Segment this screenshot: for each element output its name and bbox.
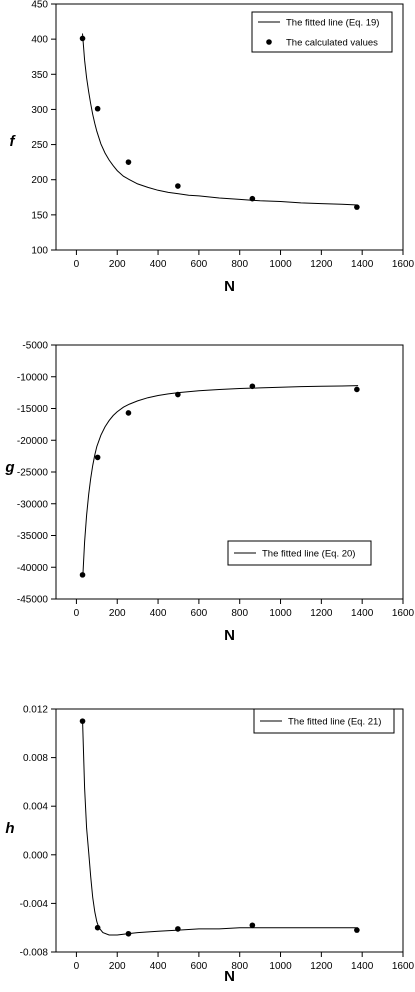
chart-1-x-tick-label: 600: [191, 259, 208, 270]
chart-2-x-tick-label: 1000: [269, 608, 292, 619]
chart-3-legend: The fitted line (Eq. 21): [253, 708, 395, 734]
chart-1-x-tick-label: 1400: [351, 259, 374, 270]
chart-1-x-tick-label: 800: [231, 259, 248, 270]
chart-2-y-tick-label: -35000: [17, 531, 49, 542]
chart-3-y-axis-label: h: [5, 820, 14, 837]
chart-1-fitted-line: [82, 33, 359, 206]
chart-1-data-point: [249, 195, 256, 202]
chart-1-data-point: [354, 204, 360, 210]
chart-2-x-tick-label: 1400: [351, 608, 374, 619]
chart-3-data-point: [249, 922, 256, 929]
chart-3-x-axis-label: N: [224, 968, 235, 985]
chart-1-x-tick-label: 1200: [310, 259, 333, 270]
chart-3-x-tick-label: 0: [74, 961, 80, 972]
chart-2-y-tick-label: -20000: [17, 436, 49, 447]
chart-3-x-tick-label: 800: [231, 961, 248, 972]
chart-1-legend-box: [251, 11, 393, 53]
chart-1-x-tick-label: 400: [150, 259, 167, 270]
chart-3-y-tick-label: -0.004: [20, 899, 49, 910]
chart-2-x-tick-label: 0: [74, 608, 80, 619]
chart-2-x-tick-label: 1200: [310, 608, 333, 619]
chart-2-legend: The fitted line (Eq. 20): [227, 540, 372, 566]
chart-2-y-tick-label: -45000: [17, 595, 49, 606]
chart-1-x-tick-label: 200: [109, 259, 126, 270]
chart-2-data-point: [175, 391, 181, 398]
chart-2-x-tick-label: 800: [231, 608, 248, 619]
chart-3-data-point: [94, 924, 101, 931]
chart-1-y-axis-label: f: [10, 133, 17, 150]
chart-2-fitted-line: [82, 385, 359, 575]
chart-1-y-tick-label: 350: [31, 70, 48, 81]
chart-3-x-tick-label: 1200: [310, 961, 333, 972]
chart-2: 0 200 400 600 800 1000 1200 1400 1600 -45000 -4000…: [4, 341, 414, 645]
chart-2-y-tick-label: -5000: [22, 341, 48, 352]
chart-1-x-tick-label: 0: [74, 259, 80, 270]
chart-3-y-tick-label: 0.008: [23, 753, 48, 764]
chart-1-legend-label: The calculated values: [286, 37, 378, 48]
chart-3-plot-frame: [55, 708, 404, 953]
chart-2-data-point: [94, 454, 101, 461]
chart-3-x-tick-label: 600: [191, 961, 208, 972]
chart-3-x-tick-label: 1600: [392, 961, 415, 972]
chart-3: 0 200 400 600 800 1000 1200 1400 1600 -0.008 -0.00…: [5, 705, 414, 986]
chart-2-x-axis-label: N: [224, 627, 235, 644]
chart-3-fitted-line: [82, 718, 359, 936]
chart-2-y-tick-label: -40000: [17, 563, 49, 574]
chart-1-legend-point-swatch: [266, 39, 272, 45]
chart-3-x-tick-label: 1000: [269, 961, 292, 972]
chart-2-data-point: [354, 386, 360, 393]
chart-2-x-tick-label: 600: [191, 608, 208, 619]
chart-3-x-tick-label: 200: [109, 961, 126, 972]
chart-3-y-tick-label: 0.012: [23, 705, 48, 716]
chart-3-data-point: [354, 927, 360, 933]
chart-2-x-tick-label: 400: [150, 608, 167, 619]
chart-1-data-point: [94, 105, 101, 112]
chart-1-legend-label: The fitted line (Eq. 19): [286, 17, 379, 28]
chart-1-x-tick-label: 1600: [392, 259, 415, 270]
chart-2-x-tick-label: 1600: [392, 608, 415, 619]
chart-2-y-tick-label: -25000: [17, 468, 49, 479]
chart-3-x-tick-label: 400: [150, 961, 167, 972]
chart-2-y-tick-label: -30000: [17, 499, 49, 510]
chart-3-data-point: [175, 926, 181, 932]
chart-1-data-point: [175, 183, 181, 189]
chart-3-y-tick-label: -0.008: [20, 948, 49, 959]
chart-1-y-tick-label: 300: [31, 105, 48, 116]
chart-1-y-tick-label: 450: [31, 0, 48, 11]
chart-2-y-tick-label: -15000: [17, 404, 49, 415]
chart-1-plot-frame: [55, 3, 404, 251]
chart-3-legend-label: The fitted line (Eq. 21): [288, 716, 381, 727]
chart-2-data-point: [79, 572, 86, 578]
chart-3-x-tick-label: 1400: [351, 961, 374, 972]
chart-1: 0 200 400 600 800 1000 1200 1400 1600 100 150 200 25…: [10, 0, 415, 295]
chart-3-y-tick-label: 0.000: [23, 850, 48, 861]
chart-1-y-tick-label: 250: [31, 140, 48, 151]
chart-2-data-point: [125, 410, 132, 416]
chart-1-y-tick-label: 100: [31, 246, 48, 257]
chart-2-y-tick-label: -10000: [17, 372, 49, 383]
chart-1-y-tick-label: 150: [31, 210, 48, 221]
chart-1-x-axis-label: N: [224, 278, 235, 295]
chart-2-y-axis-label: g: [4, 459, 14, 476]
chart-1-x-tick-label: 1000: [269, 259, 292, 270]
chart-2-x-tick-label: 200: [109, 608, 126, 619]
chart-1-y-tick-label: 200: [31, 175, 48, 186]
chart-3-y-tick-label: 0.004: [23, 802, 48, 813]
chart-3-data-point: [79, 718, 86, 724]
chart-1-data-point: [79, 35, 86, 42]
chart-1-y-tick-label: 400: [31, 35, 48, 46]
chart-2-legend-label: The fitted line (Eq. 20): [262, 548, 355, 559]
chart-2-data-point: [249, 383, 256, 390]
chart-3-data-point: [125, 930, 132, 937]
chart-1-data-point: [125, 159, 132, 165]
chart-1-legend: The fitted line (Eq. 19) The calculated v…: [251, 11, 393, 53]
